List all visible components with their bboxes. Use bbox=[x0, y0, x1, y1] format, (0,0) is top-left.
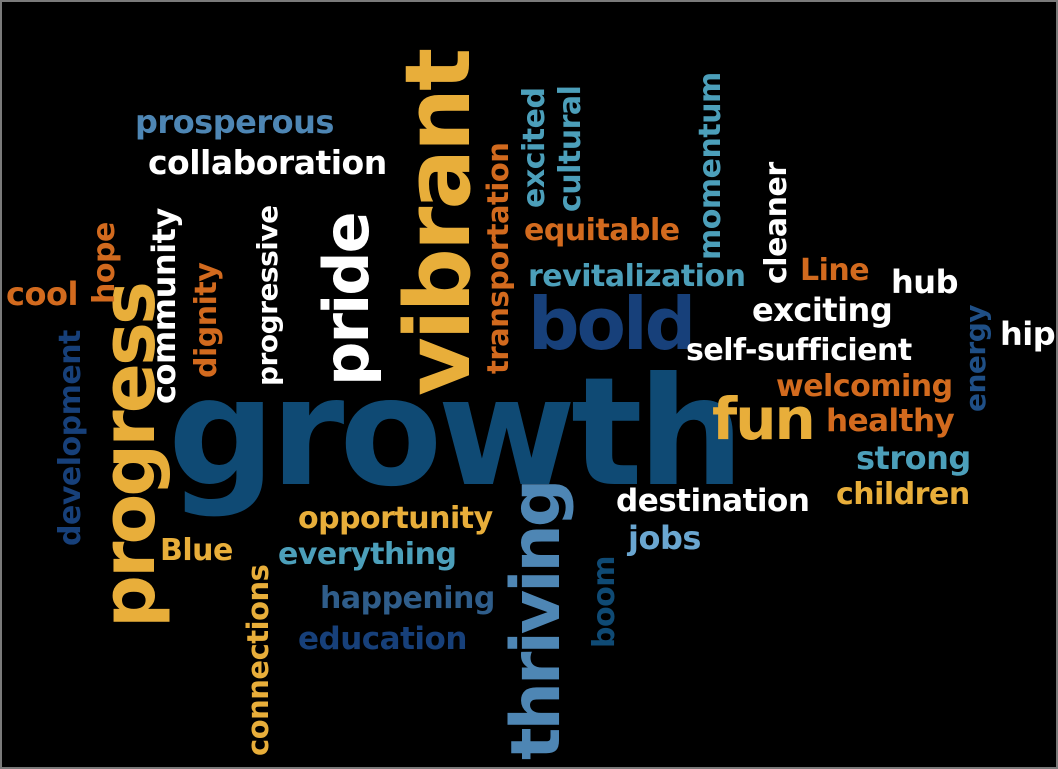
word-destination: destination bbox=[616, 483, 810, 519]
word-boom: boom bbox=[587, 556, 622, 648]
word-excited: excited bbox=[517, 87, 552, 208]
word-hub: hub bbox=[891, 263, 958, 301]
word-momentum: momentum bbox=[693, 72, 728, 260]
word-exciting: exciting bbox=[752, 291, 893, 329]
word-vibrant: vibrant bbox=[386, 50, 491, 396]
word-community: community bbox=[145, 208, 183, 404]
word-opportunity: opportunity bbox=[298, 501, 493, 536]
word-jobs: jobs bbox=[628, 519, 701, 557]
word-cultural: cultural bbox=[553, 85, 588, 212]
word-strong: strong bbox=[856, 439, 971, 477]
word-bold: bold bbox=[528, 282, 696, 366]
word-self-sufficient: self-sufficient bbox=[686, 333, 912, 368]
word-healthy: healthy bbox=[826, 403, 955, 439]
word-blue: Blue bbox=[160, 533, 233, 568]
word-hip: hip bbox=[1000, 315, 1056, 353]
word-connections: connections bbox=[241, 564, 275, 756]
word-energy: energy bbox=[959, 304, 992, 412]
word-dignity: dignity bbox=[189, 262, 224, 378]
word-hope: hope bbox=[87, 222, 122, 304]
word-equitable: equitable bbox=[524, 213, 680, 248]
word-transportation: transportation bbox=[481, 142, 515, 374]
word-collaboration: collaboration bbox=[148, 143, 387, 182]
word-fun: fun bbox=[712, 385, 816, 453]
word-pride: pride bbox=[310, 213, 383, 386]
word-thriving: thriving bbox=[497, 481, 576, 760]
word-welcoming: welcoming bbox=[776, 369, 953, 404]
word-cool: cool bbox=[6, 275, 78, 313]
word-cleaner: cleaner bbox=[759, 162, 794, 284]
word-prosperous: prosperous bbox=[135, 103, 334, 141]
word-children: children bbox=[836, 477, 970, 512]
word-everything: everything bbox=[278, 537, 457, 572]
word-growth: growth bbox=[168, 346, 744, 520]
word-education: education bbox=[298, 621, 467, 657]
word-happening: happening bbox=[320, 581, 495, 616]
word-development: development bbox=[53, 330, 88, 546]
word-line: Line bbox=[800, 253, 870, 288]
word-revitalization: revitalization bbox=[528, 259, 746, 294]
word-progressive: progressive bbox=[251, 205, 284, 386]
